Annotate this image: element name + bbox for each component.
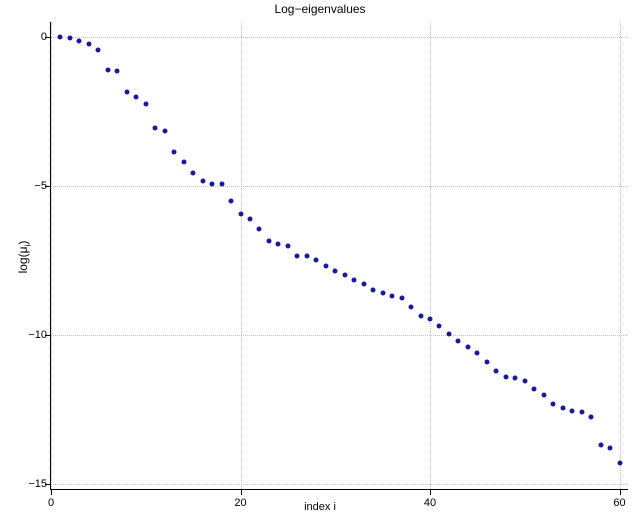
grid-line-vertical [241,22,242,489]
data-point [96,48,101,53]
data-point [86,42,91,47]
data-point [465,344,470,349]
data-point [77,39,82,44]
grid-line-horizontal [51,37,628,38]
data-point [589,414,594,419]
data-point [115,69,120,74]
data-point [143,101,148,106]
data-point [570,409,575,414]
data-point [513,376,518,381]
x-tick-label: 20 [234,497,246,509]
data-point [295,254,300,259]
x-tick-label: 60 [613,497,625,509]
data-point [541,392,546,397]
data-point [181,160,186,165]
data-point [333,268,338,273]
data-point [191,170,196,175]
data-point [342,273,347,278]
data-point [304,254,309,259]
data-point [598,443,603,448]
x-tick-label: 40 [424,497,436,509]
data-point [475,350,480,355]
data-point [484,359,489,364]
data-point [437,324,442,329]
x-tick [620,489,621,495]
data-point [390,294,395,299]
x-tick [51,489,52,495]
data-point [67,36,72,41]
y-tick-label: 0 [23,31,47,43]
data-point [418,313,423,318]
data-point [361,282,366,287]
data-point [446,331,451,336]
data-point [200,179,205,184]
plot-area: 0204060−15−10−50 [50,22,628,490]
grid-line-horizontal [51,186,628,187]
data-point [399,295,404,300]
chart-container: Log−eigenvalues log(μi) index i 0204060−… [0,0,640,513]
data-point [608,446,613,451]
data-point [219,182,224,187]
chart-title: Log−eigenvalues [274,2,365,16]
grid-line-vertical [620,22,621,489]
data-point [409,304,414,309]
data-point [503,374,508,379]
data-point [276,242,281,247]
data-point [247,216,252,221]
data-point [229,198,234,203]
data-point [124,90,129,95]
data-point [380,291,385,296]
data-point [257,227,262,232]
y-axis-label: log(μi) [16,240,32,273]
data-point [162,128,167,133]
grid-line-horizontal [51,335,628,336]
x-tick [430,489,431,495]
data-point [560,406,565,411]
y-tick-label: −15 [23,478,47,490]
x-axis-label: index i [304,501,336,513]
data-point [522,379,527,384]
data-point [532,386,537,391]
data-point [134,94,139,99]
data-point [238,212,243,217]
data-point [58,34,63,39]
data-point [579,410,584,415]
data-point [352,277,357,282]
data-point [494,368,499,373]
grid-line-horizontal [51,484,628,485]
data-point [456,338,461,343]
grid-line-vertical [430,22,431,489]
x-tick [241,489,242,495]
data-point [551,401,556,406]
data-point [617,461,622,466]
data-point [428,316,433,321]
y-tick-label: −5 [23,180,47,192]
data-point [210,182,215,187]
y-tick-label: −10 [23,329,47,341]
data-point [323,264,328,269]
data-point [371,288,376,293]
x-tick-label: 0 [48,497,54,509]
data-point [314,258,319,263]
data-point [172,149,177,154]
data-point [285,243,290,248]
grid-line-vertical [51,22,52,489]
data-point [266,239,271,244]
data-point [153,125,158,130]
data-point [105,67,110,72]
